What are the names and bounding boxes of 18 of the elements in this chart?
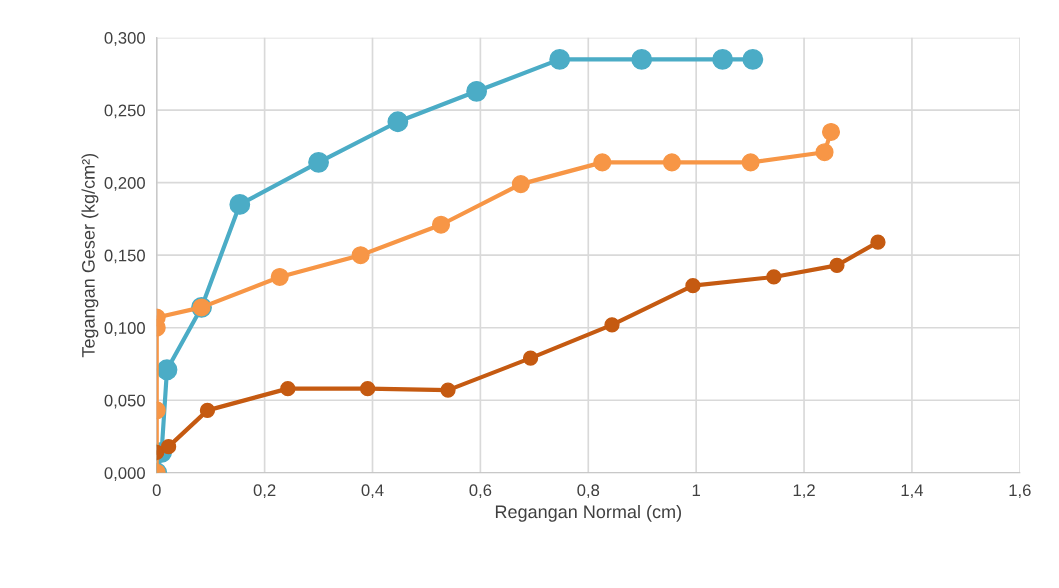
y-tick-label: 0,200 — [104, 177, 145, 191]
x-tick-label: 0,6 — [469, 484, 492, 499]
x-tick-label: 1,6 — [1009, 484, 1031, 499]
y-tick-label: 0,250 — [104, 104, 145, 119]
y-tick-label: 0,050 — [104, 394, 145, 409]
x-tick-label: 0,8 — [577, 484, 600, 499]
x-tick-label: 0,2 — [253, 484, 276, 499]
x-tick-label: 1 — [692, 484, 700, 496]
y-axis-title: Tegangan Geser (kg/cm²) — [81, 153, 99, 358]
y-tick-label: 0,300 — [104, 32, 145, 46]
x-axis-title: Regangan Normal (cm) — [495, 504, 681, 522]
y-tick-label: 0,100 — [104, 322, 145, 336]
y-tick-label: 0,000 — [104, 467, 145, 481]
y-tick-label: 0,150 — [104, 249, 145, 264]
x-tick-label: 0,4 — [361, 484, 384, 499]
x-tick-label: 1,2 — [793, 484, 815, 499]
x-tick-label: 0 — [152, 484, 161, 497]
x-tick-label: 1,4 — [901, 484, 924, 499]
